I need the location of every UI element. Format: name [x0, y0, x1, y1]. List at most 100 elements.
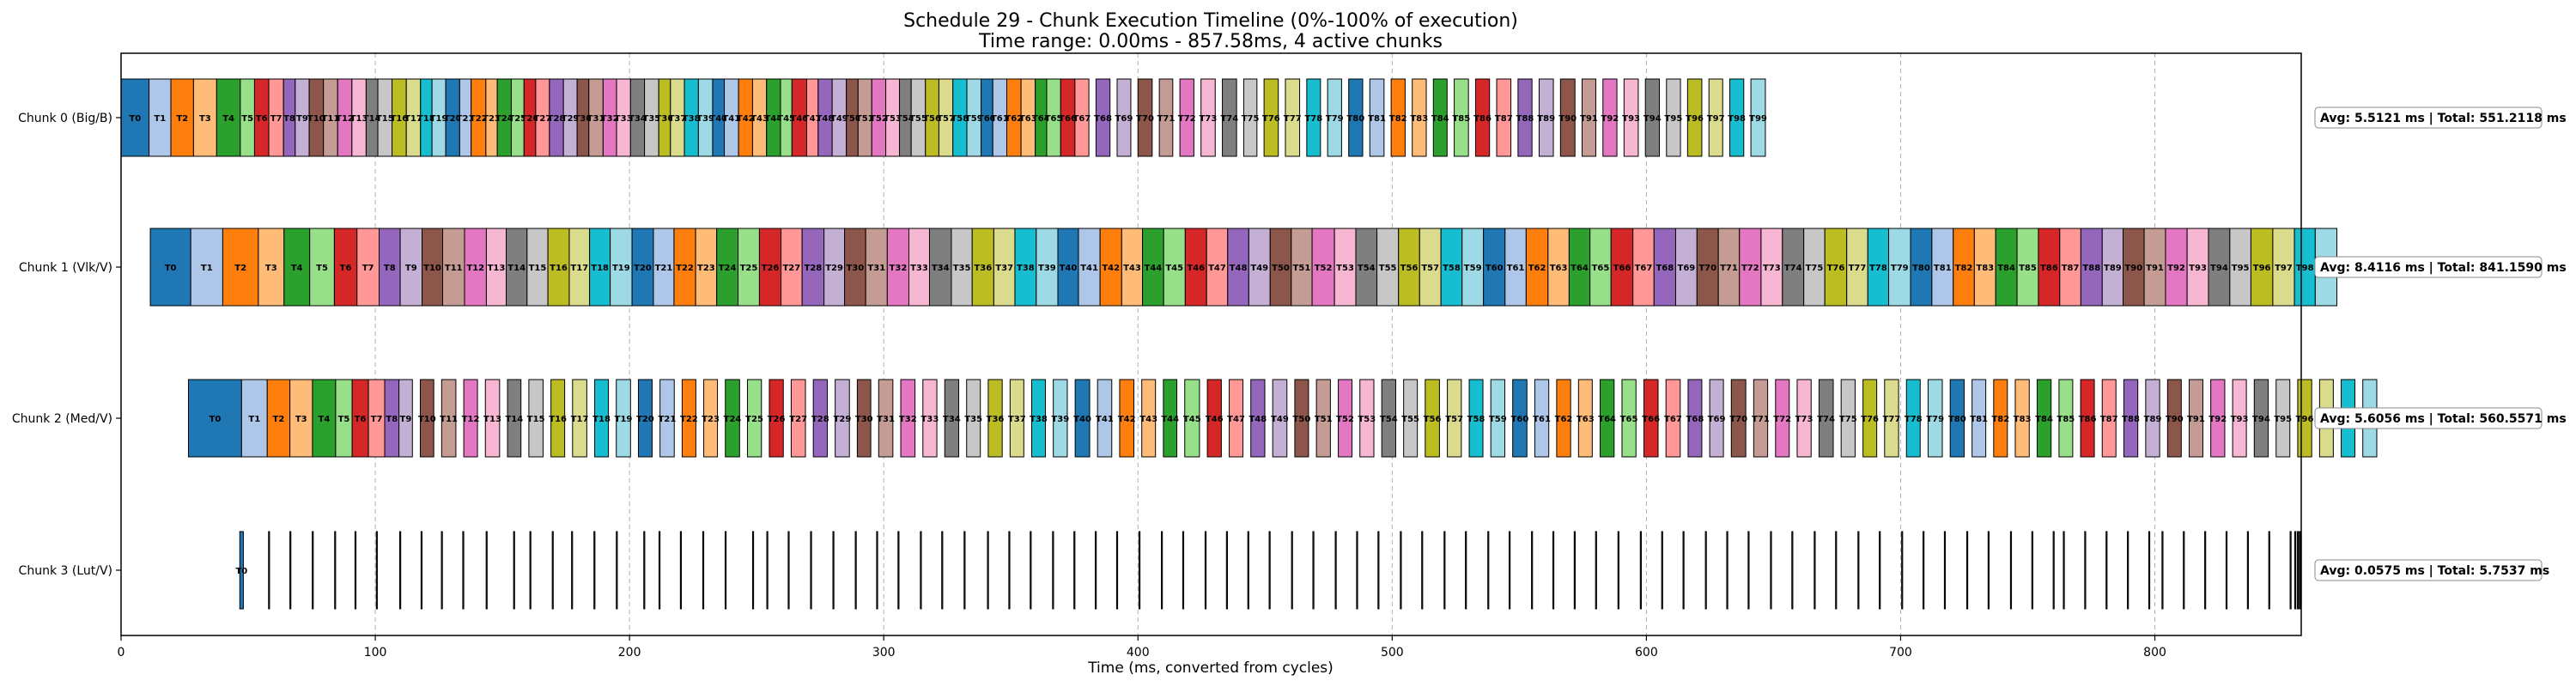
task-label: T85 [2057, 415, 2075, 424]
task-label: T55 [909, 114, 927, 124]
task-bar [2246, 531, 2249, 610]
task-bar [2225, 531, 2228, 610]
task-bar [1078, 228, 1101, 307]
task-bar [747, 379, 762, 458]
task-bar [1137, 78, 1153, 157]
summary-box [2314, 407, 2543, 429]
task-label: T70 [1729, 415, 1747, 424]
task-bar [1115, 531, 1119, 610]
task-label: T84 [1997, 264, 2015, 273]
task-label: T90 [2166, 415, 2184, 424]
task-bar [2009, 531, 2013, 610]
task-label: T56 [1400, 264, 1419, 273]
task-label: T8 [386, 415, 398, 424]
task-bar [679, 531, 683, 610]
task-bar [1315, 379, 1331, 458]
task-bar [1862, 379, 1878, 458]
task-bar [1443, 531, 1446, 610]
task-bar [2204, 531, 2207, 610]
task-label: T36 [987, 415, 1005, 424]
task-bar [966, 379, 981, 458]
task-bar [149, 78, 172, 157]
task-bar [812, 379, 828, 458]
task-bar [1184, 379, 1200, 458]
task-label: T34 [943, 415, 961, 424]
task-bar [1121, 228, 1144, 307]
task-label: T3 [265, 264, 277, 273]
task-bar [2208, 228, 2231, 307]
task-label: T19 [615, 415, 633, 424]
task-bar [769, 379, 784, 458]
task-bar [2293, 531, 2297, 610]
task-label: T50 [1272, 264, 1290, 273]
task-label: T9 [405, 264, 417, 273]
task-label: T27 [782, 264, 800, 273]
task-bar [1119, 379, 1135, 458]
task-label: T19 [612, 264, 630, 273]
task-bar [440, 531, 443, 610]
task-bar [920, 531, 922, 610]
task-label: T48 [1230, 264, 1248, 273]
task-bar [2210, 379, 2226, 458]
task-label: T54 [1380, 415, 1398, 424]
task-bar [1009, 379, 1024, 458]
task-label: T21 [457, 114, 475, 124]
task-bar [1376, 228, 1400, 307]
task-label: T68 [1686, 415, 1704, 424]
task-bar [1943, 531, 1947, 610]
task-label: T30 [855, 415, 873, 424]
task-bar [1573, 531, 1577, 610]
task-bar [1923, 531, 1925, 610]
task-bar [922, 379, 938, 458]
chunk-summary: Avg: 8.4116 ms | Total: 841.1590 ms [2314, 256, 2567, 278]
task-bar [1381, 379, 1396, 458]
task-label: T51 [1293, 264, 1311, 273]
task-bar [1182, 531, 1185, 610]
task-label: T2 [234, 264, 246, 273]
task-label: T24 [724, 415, 742, 424]
task-bar [2161, 531, 2164, 610]
task-bar [2058, 379, 2074, 458]
task-label: T35 [964, 415, 982, 424]
task-bar [399, 228, 423, 307]
task-bar [1141, 379, 1157, 458]
task-bar [725, 379, 740, 458]
task-bar [593, 531, 596, 610]
task-bar [1074, 78, 1090, 157]
task-label: T76 [1827, 264, 1845, 273]
task-bar [1095, 78, 1111, 157]
summary-text: Avg: 5.5121 ms | Total: 551.2118 ms [2320, 112, 2567, 125]
task-label: T92 [1601, 114, 1619, 124]
task-bar [1709, 379, 1724, 458]
task-label: T54 [1358, 264, 1376, 273]
task-bar [1504, 228, 1527, 307]
task-bar [2272, 228, 2295, 307]
task-bar [2165, 228, 2188, 307]
task-bar [751, 531, 755, 610]
task-label: T7 [270, 114, 283, 124]
task-label: T47 [1208, 264, 1226, 273]
task-bar [2101, 379, 2117, 458]
task-label: T12 [466, 264, 484, 273]
summary-text: Avg: 8.4116 ms | Total: 841.1590 ms [2320, 261, 2567, 275]
task-label: T62 [1528, 264, 1546, 273]
task-label: T53 [1336, 264, 1354, 273]
task-bar [1158, 78, 1174, 157]
task-bar [463, 379, 478, 458]
task-label: T44 [1161, 415, 1179, 424]
task-label: T72 [1741, 264, 1759, 273]
x-tick-label: 100 [364, 646, 387, 660]
task-label: T0 [235, 567, 247, 576]
task-bar [1263, 78, 1279, 157]
task-bar [1496, 78, 1512, 157]
task-bar [464, 228, 487, 307]
task-bar [356, 228, 380, 307]
task-label: T17 [404, 114, 422, 124]
task-label: T89 [2104, 264, 2122, 273]
task-label: T64 [1598, 415, 1616, 424]
task-bar [379, 228, 401, 307]
task-label: T60 [978, 114, 996, 124]
task-bar [258, 228, 285, 307]
task-bar [1760, 228, 1783, 307]
